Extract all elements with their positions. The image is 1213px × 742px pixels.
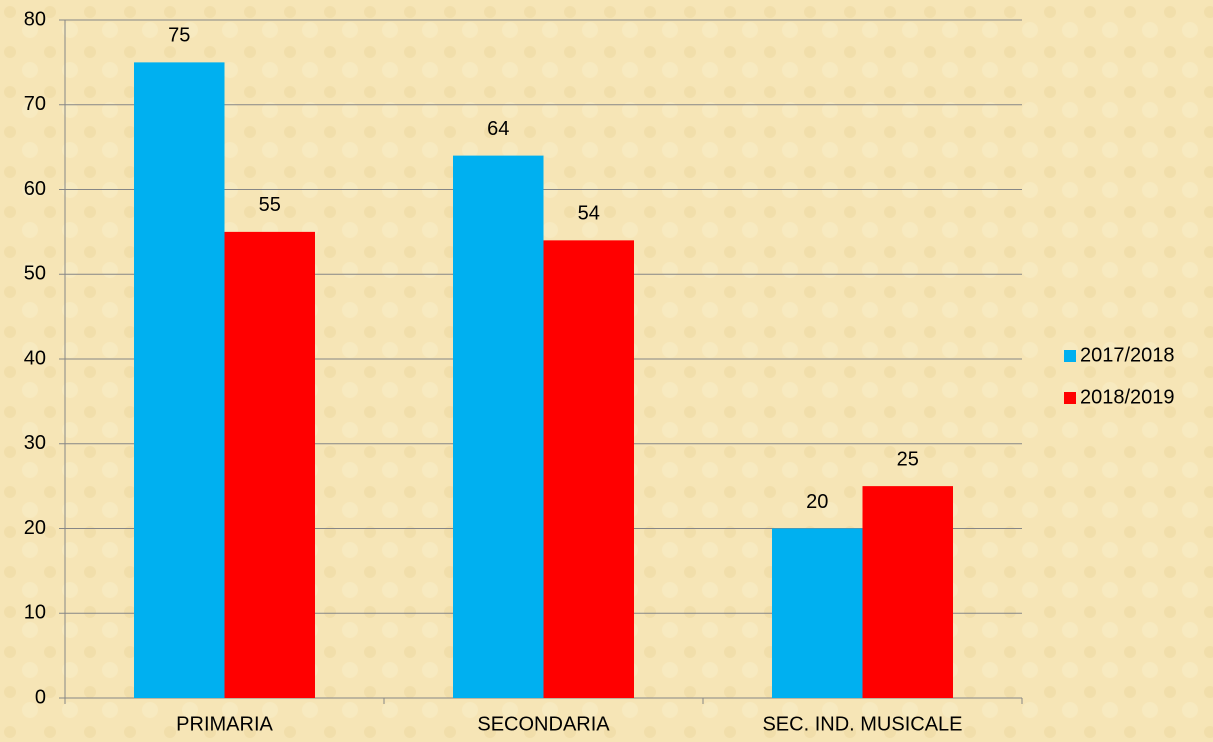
y-tick-label: 40 <box>24 347 46 369</box>
data-label: 20 <box>806 491 828 513</box>
y-tick-label: 60 <box>24 178 46 200</box>
bar <box>224 231 315 698</box>
y-tick-label: 80 <box>24 8 46 30</box>
bar <box>772 528 863 698</box>
y-tick-label: 70 <box>24 93 46 115</box>
bar <box>862 486 953 698</box>
y-tick-label: 50 <box>24 263 46 285</box>
y-tick-label: 0 <box>35 686 46 708</box>
legend-swatch <box>1064 350 1076 362</box>
legend-swatch <box>1064 392 1076 404</box>
y-tick-label: 20 <box>24 517 46 539</box>
bar <box>543 240 634 698</box>
x-tick-label: SEC. IND. MUSICALE <box>762 713 962 735</box>
bar <box>134 62 225 698</box>
data-label: 25 <box>897 448 919 470</box>
x-tick-label: SECONDARIA <box>477 713 610 735</box>
data-label: 54 <box>578 203 600 225</box>
bar <box>453 155 544 699</box>
y-tick-label: 10 <box>24 602 46 624</box>
data-label: 64 <box>487 118 509 140</box>
legend-label: 2017/2018 <box>1080 344 1175 366</box>
data-label: 55 <box>259 194 281 216</box>
y-tick-label: 30 <box>24 432 46 454</box>
legend-label: 2018/2019 <box>1080 386 1175 408</box>
x-tick-label: PRIMARIA <box>176 713 273 735</box>
data-label: 75 <box>168 25 190 47</box>
